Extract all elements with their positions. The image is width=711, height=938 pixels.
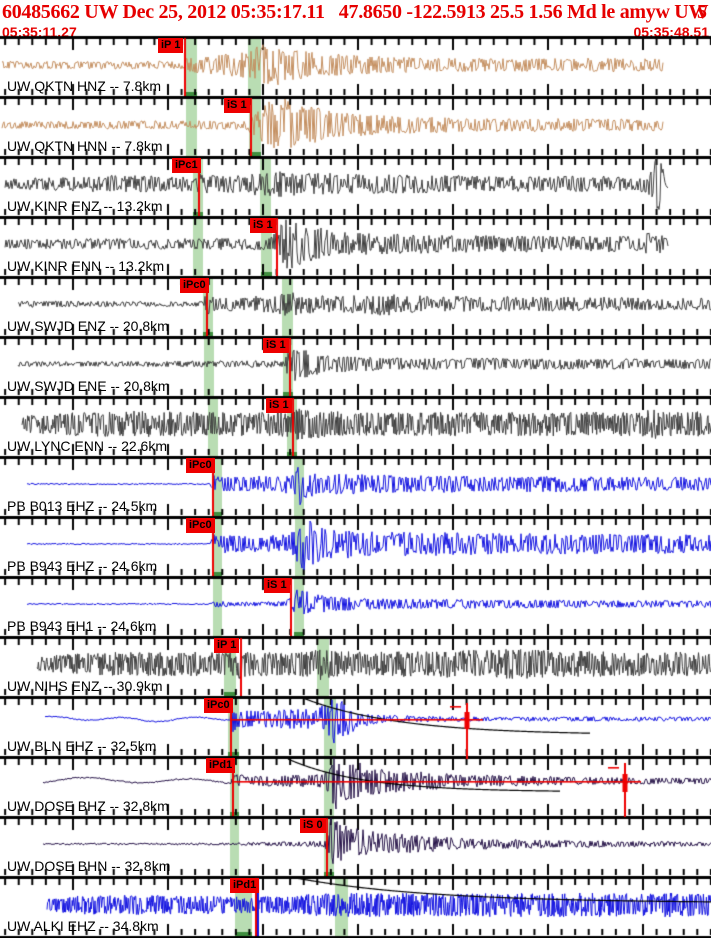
pick-flag[interactable]: iPc0 xyxy=(186,458,215,473)
trace-label: PB B943 EHZ -- 24.6km xyxy=(7,558,158,574)
trace-label: UW SWJD ENE -- 20.8km xyxy=(7,378,170,394)
pick-flag[interactable]: iS 1 xyxy=(266,398,292,413)
trace-label: UW NIHS ENZ -- 30.9km xyxy=(7,678,163,694)
trace-label: UW QKTN HNZ -- 7.8km xyxy=(7,78,161,94)
trace-label: PB B943 EH1 -- 24.6km xyxy=(7,618,157,634)
trace-label: UW DOSE BHN -- 32.8km xyxy=(7,858,171,874)
pick-flag[interactable]: iP 1 xyxy=(214,638,240,653)
pick-flag[interactable]: iP 1 xyxy=(158,38,184,53)
pick-flag[interactable]: iPc0 xyxy=(186,518,215,533)
pick-flag[interactable]: iPd1 xyxy=(230,878,260,893)
trace-label: UW DOSE BHZ -- 32.8km xyxy=(7,798,169,814)
pick-flag[interactable]: iS 1 xyxy=(264,578,290,593)
pick-flag[interactable]: iS 0 xyxy=(300,818,326,833)
trace-label: UW LYNC ENN -- 22.6km xyxy=(7,438,167,454)
trace-label: PB B013 EHZ -- 24.5km xyxy=(7,498,158,514)
trace-label: UW BLN EHZ -- 32.5km xyxy=(7,738,157,754)
pick-flag[interactable]: iPc0 xyxy=(180,278,209,293)
trace-label: UW KINR ENZ -- 13.2km xyxy=(7,198,163,214)
pick-flag[interactable]: iS 1 xyxy=(250,218,276,233)
pick-flag[interactable]: iS 1 xyxy=(224,98,250,113)
pick-flag[interactable]: iS 1 xyxy=(263,338,289,353)
pick-flag[interactable]: iPc0 xyxy=(204,698,233,713)
trace-label: UW QKTN HNN -- 7.8km xyxy=(7,138,163,154)
trace-label: UW SWJD ENZ -- 20.8km xyxy=(7,318,169,334)
pick-flag[interactable]: iPc1 xyxy=(172,158,201,173)
trace-label: UW KINR ENN -- 13.2km xyxy=(7,258,165,274)
pick-flag[interactable]: iPd1 xyxy=(206,758,236,773)
trace-label: UW ALKI EHZ -- 34.8km xyxy=(7,918,159,934)
